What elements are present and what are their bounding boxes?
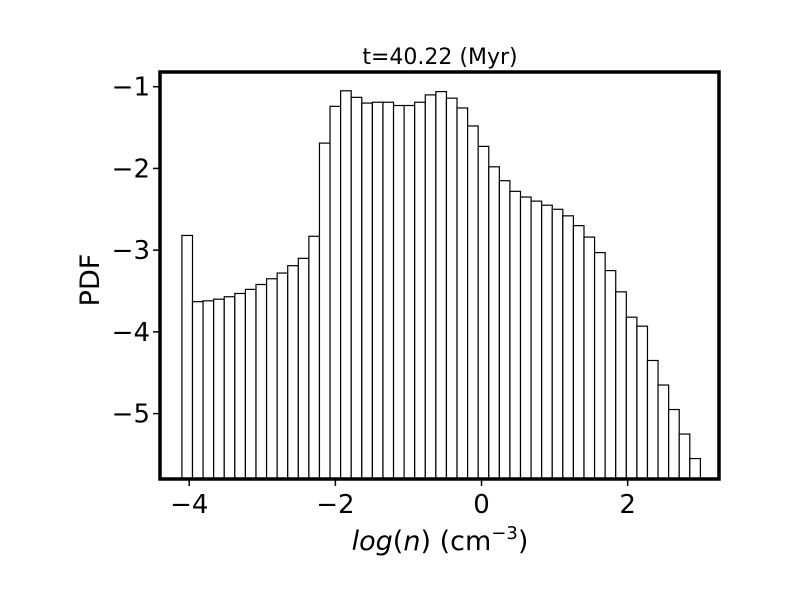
histogram-bar [234, 292, 247, 480]
y-tick-label: −1 [112, 73, 150, 103]
histogram-bar [615, 291, 627, 480]
histogram-bar [488, 166, 500, 480]
histogram-bar [255, 283, 268, 480]
histogram-bars [181, 90, 701, 480]
histogram-bar [361, 102, 373, 480]
histogram-bar [392, 104, 405, 480]
histogram-bar [456, 107, 469, 480]
histogram-bar [668, 408, 680, 480]
histogram-bar [445, 97, 458, 480]
histogram-bar [678, 433, 691, 480]
x-tick-label: 2 [619, 490, 636, 520]
x-axis-ticks: −4 −2 0 2 [170, 479, 636, 520]
y-tick-label: −5 [112, 400, 150, 430]
histogram-bar [403, 104, 416, 480]
histogram-bar [382, 101, 395, 480]
histogram-bar [509, 190, 522, 480]
histogram-bar [340, 90, 352, 480]
y-tick-label: −2 [112, 154, 150, 184]
x-axis-label-open: ( [393, 526, 404, 557]
histogram-bar [424, 94, 437, 480]
histogram-bar [202, 300, 215, 480]
histogram-bar [519, 196, 532, 480]
histogram-bar [572, 225, 585, 480]
x-axis-label-func: log [352, 526, 393, 557]
histogram-bar [562, 215, 575, 480]
histogram-bar [530, 200, 543, 480]
histogram-bar [350, 96, 363, 480]
histogram-bar [551, 208, 564, 480]
x-axis-label-unit-close: ) [518, 526, 529, 557]
histogram-bar [593, 252, 606, 480]
histogram-bar [181, 234, 194, 480]
histogram-bar [329, 105, 342, 480]
histogram-bar [276, 272, 289, 480]
histogram-bar [371, 101, 384, 480]
histogram-bar [657, 384, 670, 480]
x-tick-label: 0 [473, 490, 490, 520]
x-tick-label: −4 [170, 490, 208, 520]
histogram-bar [414, 101, 426, 480]
histogram-bar [689, 457, 701, 480]
y-axis-ticks: −5 −4 −3 −2 −1 [112, 73, 160, 430]
histogram-bar [435, 91, 448, 480]
histogram-bar [318, 142, 331, 480]
x-axis-label-unit-exponent: −3 [491, 523, 518, 544]
histogram-bar [223, 296, 236, 480]
histogram-bar [477, 145, 490, 480]
y-tick-label: −3 [112, 236, 150, 266]
histogram-bar [646, 359, 659, 480]
histogram-bar [541, 204, 553, 480]
histogram-bar [498, 180, 511, 480]
histogram-bar [583, 236, 596, 480]
y-tick-label: −4 [112, 318, 150, 348]
chart-title: t=40.22 (Myr) [362, 45, 517, 70]
histogram-bar [287, 265, 299, 480]
histogram-bar [308, 235, 321, 480]
histogram-bar [604, 270, 617, 480]
histogram-bar [467, 125, 479, 480]
x-tick-label: −2 [316, 490, 354, 520]
x-axis-label-close: ) [420, 526, 431, 557]
histogram-bar [265, 278, 278, 480]
histogram-bar [625, 316, 638, 480]
histogram-bar [636, 325, 649, 480]
x-axis-label-unit: (cm [431, 526, 491, 557]
x-axis-label-var: n [403, 526, 420, 557]
histogram-bar [213, 298, 225, 480]
histogram-bar [244, 288, 257, 480]
plot-frame [158, 70, 721, 481]
histogram-bar [297, 257, 310, 480]
x-axis-label: log(n) (cm−3) [352, 523, 529, 557]
histogram-bar [191, 301, 204, 480]
y-axis-label: PDF [75, 254, 106, 307]
